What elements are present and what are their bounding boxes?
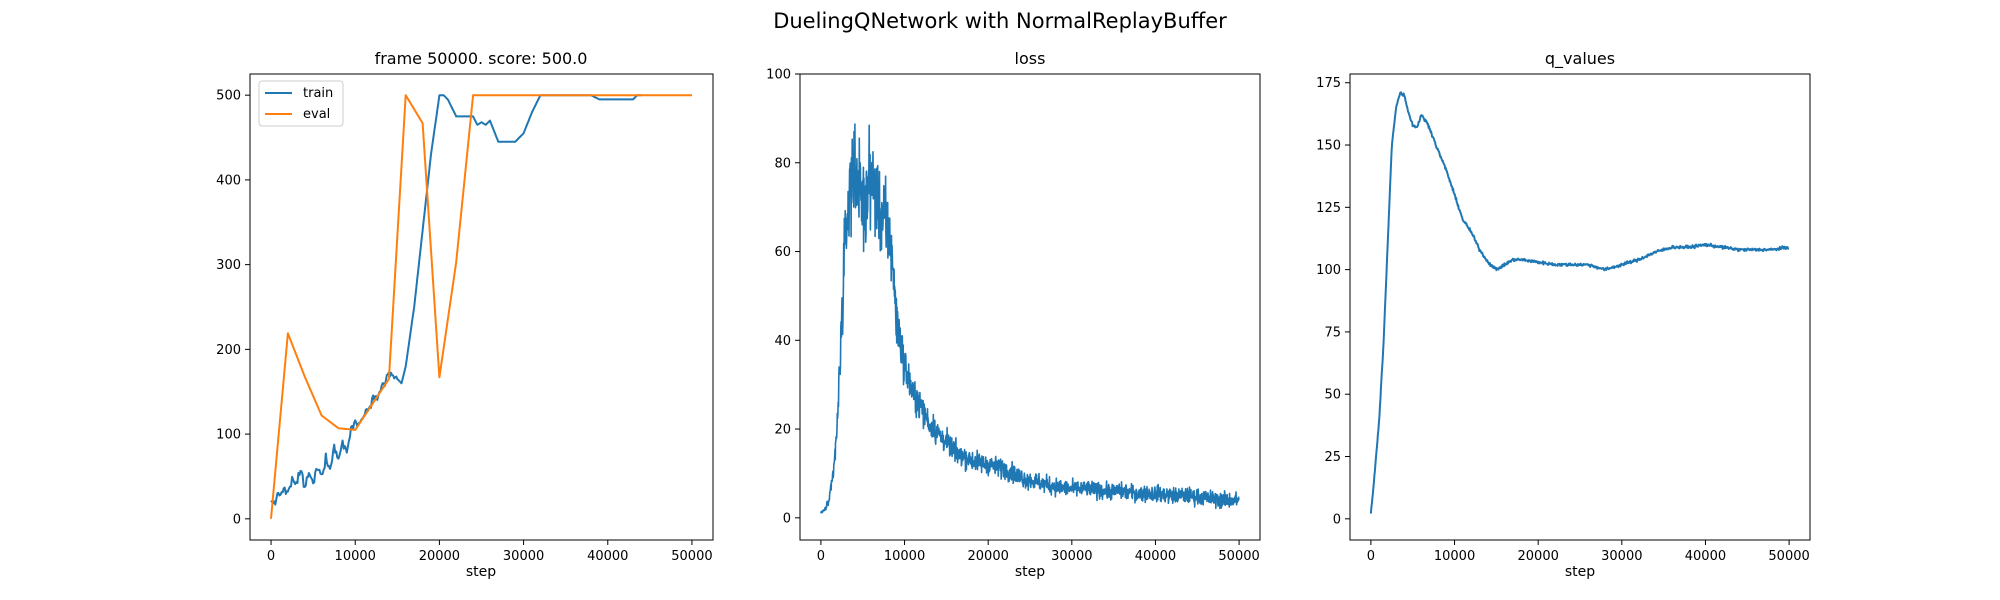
panel-loss-frame (799, 73, 1261, 541)
panel-qvalues-ytick-label: 175 (1316, 76, 1341, 91)
panel-loss-ytick-label: 40 (774, 334, 791, 349)
panel-loss-xlabel: step (1015, 564, 1045, 580)
panel-score-xtick-label: 10000 (335, 549, 376, 564)
panel-qvalues-ytick-label: 50 (1324, 388, 1341, 403)
panel-loss-plot: 0 10000 20000 30000 40000 50000 0 20 40 60 80 100 (766, 68, 1261, 564)
panel-loss: loss 0 10000 20000 30000 40000 50000 0 20 40 60 80… (766, 49, 1261, 580)
panel-score: frame 50000. score: 500.0 0 10000 20000 300… (216, 49, 714, 580)
panel-qvalues-ytick-label: 100 (1316, 263, 1341, 278)
panel-score-ytick-label: 100 (216, 428, 241, 443)
panel-qvalues-ytick-label: 25 (1324, 450, 1341, 465)
panel-qvalues-ytick-label: 0 (1333, 512, 1341, 527)
panel-qvalues-plot: 0 10000 20000 30000 40000 50000 0 25 50 75 100 125 1… (1316, 73, 1811, 564)
panel-qvalues-xtick-label: 40000 (1685, 549, 1726, 564)
panel-loss-xtick-label: 50000 (1218, 549, 1259, 564)
panel-loss-xtick-label: 40000 (1135, 549, 1176, 564)
panel-score-xtick-label: 20000 (419, 549, 460, 564)
legend-label-train: train (303, 86, 333, 101)
panel-score-ytick-label: 500 (216, 89, 241, 104)
panel-score-ytick-label: 200 (216, 343, 241, 358)
panel-loss-ytick-label: 60 (774, 245, 791, 260)
panel-loss-ytick-label: 20 (774, 423, 791, 438)
series-line-eval (270, 94, 692, 519)
panel-loss-ytick-label: 80 (774, 156, 791, 171)
legend: train eval (258, 80, 344, 127)
panel-qvalues-title: q_values (1545, 49, 1615, 69)
figure-title: DuelingQNetwork with NormalReplayBuffer (773, 9, 1227, 33)
panel-score-plot: 0 10000 20000 30000 40000 50000 0 100 200 300 400 5… (216, 73, 714, 564)
panel-qvalues-ytick-label: 150 (1316, 139, 1341, 154)
panel-loss-xtick-label: 30000 (1051, 549, 1092, 564)
panel-score-title: frame 50000. score: 500.0 (375, 49, 588, 68)
panel-loss-xtick-label: 20000 (968, 549, 1009, 564)
panel-qvalues-xtick-label: 20000 (1518, 549, 1559, 564)
panel-score-xlabel: step (466, 564, 496, 580)
panel-qvalues-xtick-label: 10000 (1434, 549, 1475, 564)
panel-score-xtick-label: 0 (267, 549, 275, 564)
series-line-loss (820, 123, 1240, 514)
panel-qvalues: q_values 0 10000 20000 30000 40000 50000 0 25 50… (1316, 49, 1811, 580)
panel-score-xtick-label: 50000 (671, 549, 712, 564)
legend-label-eval: eval (303, 107, 330, 122)
panel-loss-ytick-label: 100 (766, 68, 791, 83)
panel-qvalues-ytick-label: 75 (1324, 325, 1341, 340)
panel-loss-title: loss (1015, 49, 1046, 68)
panel-loss-ytick-label: 0 (783, 511, 791, 526)
panel-score-ytick-label: 0 (233, 512, 241, 527)
panel-score-xtick-label: 40000 (587, 549, 628, 564)
panel-qvalues-xlabel: step (1565, 564, 1595, 580)
panel-qvalues-xtick-label: 30000 (1601, 549, 1642, 564)
series-line-qvalues (1369, 91, 1790, 514)
panel-score-ytick-label: 400 (216, 173, 241, 188)
panel-qvalues-ytick-label: 125 (1316, 201, 1341, 216)
panel-score-frame (249, 73, 714, 541)
panel-score-xtick-label: 30000 (503, 549, 544, 564)
panel-qvalues-xtick-label: 50000 (1768, 549, 1809, 564)
panel-qvalues-xtick-label: 0 (1367, 549, 1375, 564)
panel-qvalues-frame (1349, 73, 1811, 541)
panel-loss-xtick-label: 0 (817, 549, 825, 564)
panel-loss-xtick-label: 10000 (884, 549, 925, 564)
panel-score-ytick-label: 300 (216, 258, 241, 273)
